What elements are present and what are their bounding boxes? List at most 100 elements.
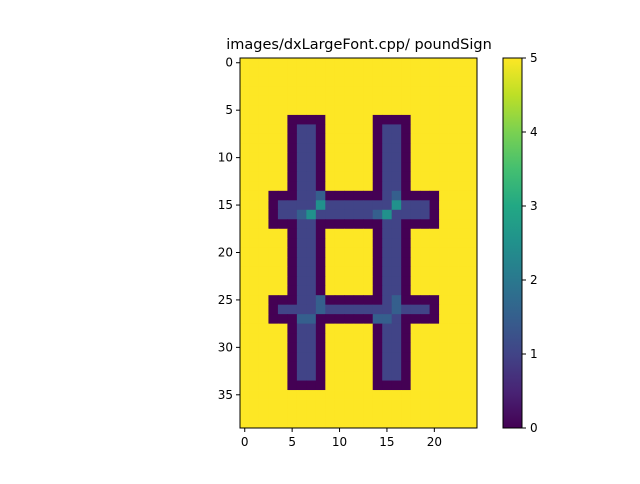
heatmap-cell [467, 105, 478, 116]
heatmap-cell [439, 266, 449, 277]
colorbar-frame [502, 57, 523, 429]
heatmap-cell [334, 76, 345, 87]
heatmap-cell [439, 371, 449, 381]
x-tick-label: 10 [332, 435, 347, 449]
heatmap-cell [458, 390, 468, 400]
heatmap-cell [382, 323, 393, 334]
heatmap-cell [391, 266, 402, 277]
heatmap-cell [410, 276, 421, 287]
heatmap-cell [353, 200, 364, 211]
heatmap-cell [372, 418, 383, 429]
heatmap-cell [439, 67, 449, 78]
heatmap-cell [448, 219, 459, 230]
heatmap-cell [249, 390, 260, 400]
heatmap-cell [458, 399, 468, 410]
heatmap-cell [287, 371, 298, 381]
heatmap-cell [315, 76, 326, 87]
heatmap-cell [382, 352, 393, 362]
heatmap-cell [372, 228, 383, 239]
heatmap-cell [268, 95, 279, 106]
heatmap-cell [448, 276, 459, 287]
heatmap-cell [382, 171, 393, 182]
heatmap-cell [363, 333, 374, 344]
heatmap-cell [325, 390, 336, 400]
heatmap-cell [429, 219, 440, 230]
heatmap-cell [401, 418, 412, 429]
heatmap-cell [258, 133, 269, 144]
heatmap-cell [439, 162, 449, 173]
heatmap-cell [420, 86, 430, 97]
heatmap-cell [363, 371, 374, 381]
heatmap-cell [277, 86, 288, 97]
heatmap-cell [458, 352, 468, 362]
heatmap-cell [458, 133, 468, 144]
heatmap-cell [448, 200, 459, 211]
heatmap-cell [277, 418, 288, 429]
heatmap-cell [306, 114, 317, 125]
heatmap-cell [249, 228, 260, 239]
plot-frame [239, 57, 478, 429]
heatmap-cell [258, 95, 269, 106]
heatmap-cell [258, 171, 269, 182]
heatmap-cell [334, 380, 345, 391]
heatmap-cell [353, 86, 364, 97]
colorbar-tick-label: 3 [530, 199, 538, 213]
heatmap-cell [372, 209, 383, 220]
y-axis-ticks: 0 5 10 15 20 25 30 35 [218, 56, 240, 402]
heatmap-cell [363, 200, 374, 211]
heatmap-cell [458, 58, 468, 68]
heatmap-cell [344, 361, 355, 372]
heatmap-cell [391, 228, 402, 239]
heatmap-cell [296, 67, 307, 78]
heatmap-cell [382, 371, 393, 381]
heatmap-cell [467, 162, 478, 173]
heatmap-cell [410, 228, 421, 239]
heatmap-cell [325, 238, 336, 249]
heatmap-cell [315, 390, 326, 400]
heatmap-cell [391, 257, 402, 268]
heatmap-cell [458, 95, 468, 106]
heatmap-cell [334, 323, 345, 334]
heatmap-cell [382, 399, 393, 410]
x-tick-label: 15 [379, 435, 394, 449]
heatmap-cell [240, 190, 250, 201]
heatmap-cell [420, 418, 430, 429]
heatmap-cell [420, 124, 430, 135]
heatmap-cell [258, 266, 269, 277]
heatmap-cell [258, 323, 269, 334]
heatmap-cell [353, 295, 364, 306]
heatmap-cell [439, 152, 449, 163]
heatmap-cell [439, 361, 449, 372]
heatmap-cell [420, 162, 430, 173]
heatmap-cell [467, 86, 478, 97]
heatmap-cell [429, 209, 440, 220]
heatmap-cell [249, 152, 260, 163]
heatmap-cell [458, 143, 468, 154]
heatmap-cell [334, 124, 345, 135]
heatmap-cell [315, 152, 326, 163]
heatmap-cell [429, 105, 440, 116]
heatmap-cell [429, 323, 440, 334]
heatmap-cell [429, 152, 440, 163]
heatmap-cell [439, 181, 449, 192]
heatmap-cell [353, 190, 364, 201]
x-tick-label: 5 [288, 435, 296, 449]
heatmap-cell [325, 114, 336, 125]
heatmap-cell [401, 114, 412, 125]
heatmap-cell [344, 181, 355, 192]
heatmap-cell [258, 200, 269, 211]
heatmap-cell [439, 418, 449, 429]
heatmap-cell [334, 314, 345, 325]
heatmap-cell [344, 67, 355, 78]
heatmap-cell [410, 247, 421, 258]
heatmap-cell [420, 171, 430, 182]
heatmap-cell [296, 86, 307, 97]
heatmap-cell [401, 276, 412, 287]
heatmap-cell [258, 209, 269, 220]
heatmap-cell [240, 124, 250, 135]
heatmap-cell [391, 200, 402, 211]
heatmap-cell [249, 209, 260, 220]
heatmap-cell [325, 409, 336, 419]
heatmap-cell [353, 266, 364, 277]
heatmap-cell [240, 181, 250, 192]
